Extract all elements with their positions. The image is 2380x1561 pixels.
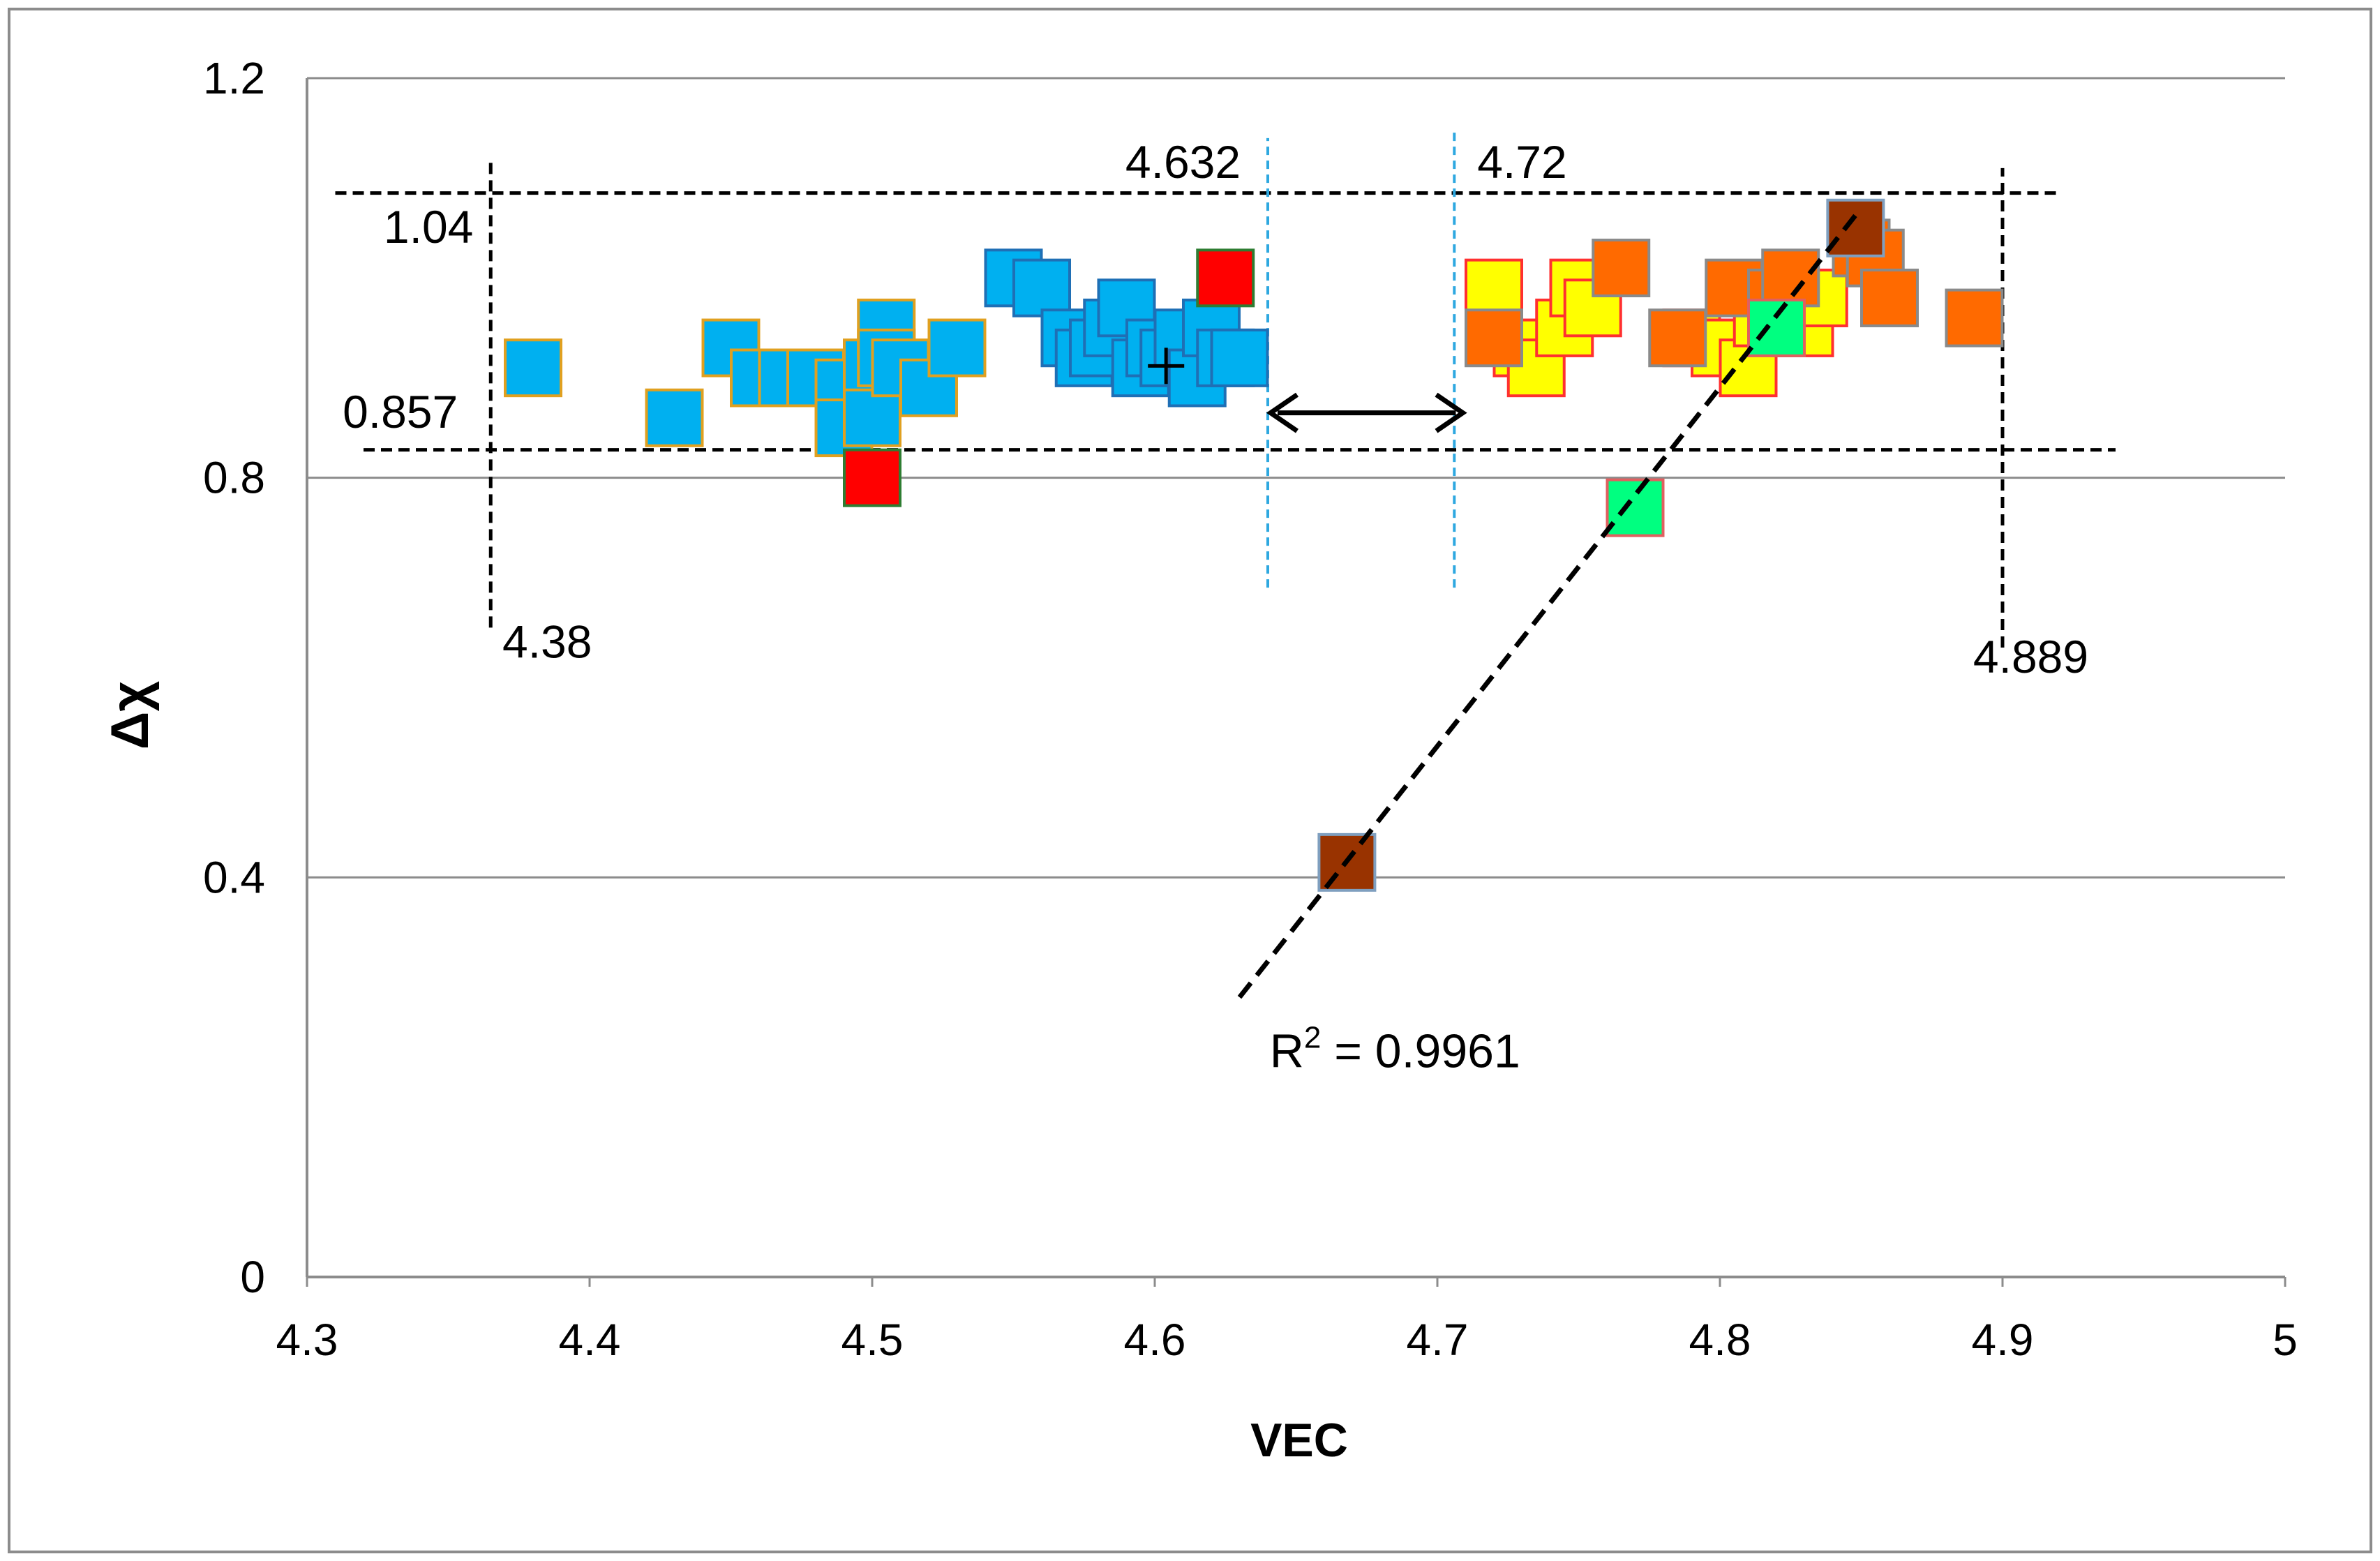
- chart-frame: [8, 8, 2372, 1553]
- x-tick-label: 4.4: [559, 1315, 621, 1365]
- y-tick-label: 0.4: [203, 852, 265, 902]
- x-tick-label: 4.5: [841, 1315, 904, 1365]
- y-axis-label: Δχ: [100, 681, 160, 750]
- x-tick-label: 4.6: [1124, 1315, 1186, 1365]
- gap-arrow-head-left: [1266, 392, 1298, 433]
- data-point: [1761, 248, 1820, 308]
- boundary-label: 4.72: [1477, 136, 1566, 188]
- x-tick-label: 5: [2273, 1315, 2298, 1365]
- data-point: [1210, 328, 1269, 387]
- y-tick-label: 0: [240, 1252, 265, 1302]
- boundary-label: 4.632: [1125, 136, 1241, 188]
- data-point: [1648, 308, 1707, 368]
- data-point: [1012, 258, 1071, 318]
- data-point: [645, 388, 704, 447]
- reference-lines: 1.04 0.857 4.38 4.889: [335, 158, 2116, 682]
- data-point: [504, 338, 562, 398]
- reference-line-label: 4.889: [1973, 631, 2088, 682]
- x-axis-label: VEC: [1250, 1414, 1348, 1467]
- boundary-lines: 4.632 4.72: [1125, 128, 1567, 588]
- x-tick-label: 4.9: [1972, 1315, 2034, 1365]
- data-point: [1747, 298, 1806, 357]
- data-point: [1196, 248, 1255, 308]
- y-tick-labels: 0 0.4 0.8 1.2: [203, 53, 265, 1302]
- trendline-group: R2 = 0.9961: [1237, 206, 1864, 1077]
- r-squared-label: R2 = 0.9961: [1270, 1020, 1520, 1077]
- data-point: [843, 388, 901, 447]
- x-tick-label: 4.8: [1689, 1315, 1751, 1365]
- x-tick-label: 4.3: [276, 1315, 338, 1365]
- x-tick-label: 4.7: [1407, 1315, 1469, 1365]
- y-tick-label: 1.2: [203, 53, 265, 103]
- data-point: [927, 318, 987, 378]
- data-point: [1945, 288, 2004, 348]
- reference-line-label: 4.38: [502, 615, 592, 667]
- data-point: [843, 448, 901, 507]
- data-point: [1592, 239, 1651, 298]
- x-tick-labels: 4.3 4.4 4.5 4.6 4.7 4.8 4.9 5: [276, 1277, 2298, 1365]
- data-point: [1826, 198, 1885, 257]
- data-points: [504, 198, 2004, 892]
- data-point: [1465, 258, 1523, 318]
- gap-arrow-group: [1266, 392, 1467, 433]
- gap-arrow-head-right: [1435, 392, 1467, 433]
- gridlines: [307, 77, 2285, 879]
- centroid-marker-group: [1148, 348, 1185, 384]
- data-point: [1465, 308, 1523, 368]
- reference-line-label: 0.857: [343, 386, 458, 438]
- y-tick-label: 0.8: [203, 453, 265, 503]
- data-point: [1606, 478, 1665, 537]
- data-point: [1860, 268, 1919, 327]
- reference-line-label: 1.04: [384, 201, 473, 253]
